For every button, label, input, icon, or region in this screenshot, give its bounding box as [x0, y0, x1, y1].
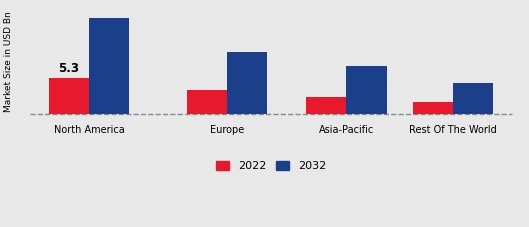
Bar	[89, 18, 129, 114]
Bar	[187, 90, 227, 114]
Bar	[49, 77, 89, 114]
Bar	[306, 97, 346, 114]
Bar	[346, 66, 387, 114]
Text: 5.3: 5.3	[58, 62, 79, 75]
Bar	[453, 83, 494, 114]
Bar	[227, 52, 267, 114]
Legend: 2022, 2032: 2022, 2032	[214, 159, 329, 174]
Y-axis label: Market Size in USD Bn: Market Size in USD Bn	[4, 11, 13, 112]
Bar	[413, 101, 453, 114]
